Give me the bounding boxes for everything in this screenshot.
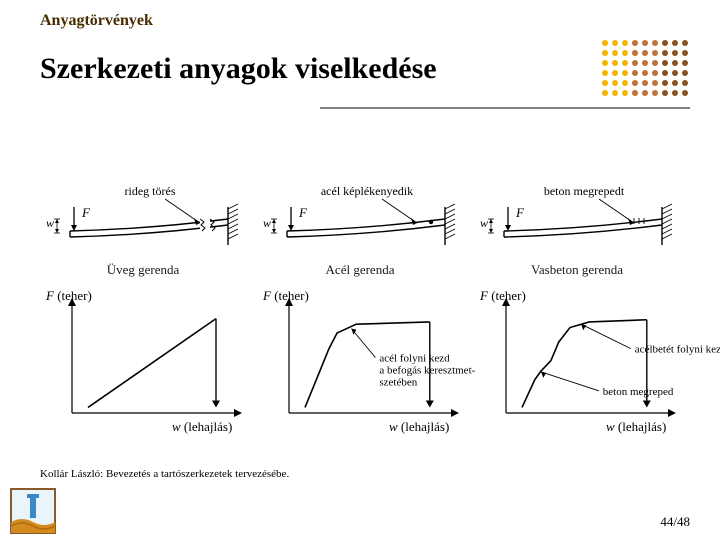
slide-title: Szerkezeti anyagok viselkedése bbox=[40, 52, 680, 86]
curve-panel-1: F (teher)w (lehajlás)acél folyni kezda b… bbox=[257, 286, 463, 446]
section-pretitle: Anyagtörvények bbox=[40, 12, 680, 30]
svg-text:F: F bbox=[298, 205, 308, 220]
beam-title-0: Üveg gerenda bbox=[40, 262, 246, 278]
beam-row: rideg törés w F Üveg gerenda acél képléken… bbox=[40, 185, 680, 280]
beam-panel-0: rideg törés w F Üveg gerenda bbox=[40, 185, 246, 280]
svg-text:w (lehajlás): w (lehajlás) bbox=[172, 419, 232, 434]
svg-text:acélbetét folyni kezd: acélbetét folyni kezd bbox=[635, 344, 720, 356]
svg-text:beton megrepedt: beton megrepedt bbox=[544, 184, 625, 198]
curve-svg-0: F (teher) w (lehajlás) bbox=[40, 286, 246, 441]
curve-panel-0: F (teher) w (lehajlás) bbox=[40, 286, 246, 446]
page-number: 44/48 bbox=[660, 514, 690, 530]
corner-logo bbox=[10, 488, 56, 534]
svg-text:a befogás keresztmet-: a befogás keresztmet- bbox=[379, 365, 475, 377]
beam-panel-2: beton megrepedt w F Vasbeton gerenda bbox=[474, 185, 680, 280]
curve-svg-2: F (teher)w (lehajlás)acélbetét folyni ke… bbox=[474, 286, 680, 441]
beam-title-1: Acél gerenda bbox=[257, 262, 463, 278]
beam-panel-1: acél képlékenyedik w F Acél gerenda bbox=[257, 185, 463, 280]
svg-text:w: w bbox=[46, 216, 54, 230]
svg-text:beton megreped: beton megreped bbox=[603, 386, 674, 398]
source-caption: Kollár László: Bevezetés a tartószerkeze… bbox=[40, 468, 289, 480]
svg-text:acél képlékenyedik: acél képlékenyedik bbox=[321, 184, 413, 198]
svg-text:szetében: szetében bbox=[379, 377, 417, 389]
curve-svg-1: F (teher)w (lehajlás)acél folyni kezda b… bbox=[257, 286, 463, 441]
diagram-block: rideg törés w F Üveg gerenda acél képléken… bbox=[40, 185, 680, 452]
curve-panel-2: F (teher)w (lehajlás)acélbetét folyni ke… bbox=[474, 286, 680, 446]
svg-text:w: w bbox=[480, 216, 488, 230]
svg-text:F (teher): F (teher) bbox=[262, 288, 309, 303]
svg-text:F (teher): F (teher) bbox=[479, 288, 526, 303]
beam-title-2: Vasbeton gerenda bbox=[474, 262, 680, 278]
svg-text:F (teher): F (teher) bbox=[45, 288, 92, 303]
decorative-dot-grid bbox=[600, 38, 690, 112]
curve-row: F (teher) w (lehajlás) F (teher) w (lehajl… bbox=[40, 286, 680, 446]
svg-text:w: w bbox=[263, 216, 271, 230]
beam-svg-2: beton megrepedt w F bbox=[474, 185, 680, 255]
beam-svg-1: acél képlékenyedik w F bbox=[257, 185, 463, 255]
svg-text:acél folyni kezd: acél folyni kezd bbox=[379, 353, 450, 365]
slide: Anyagtörvények Szerkezeti anyagok viselk… bbox=[0, 0, 720, 540]
svg-text:F: F bbox=[515, 205, 525, 220]
svg-text:rideg törés: rideg törés bbox=[125, 184, 176, 198]
svg-text:w (lehajlás): w (lehajlás) bbox=[606, 419, 666, 434]
svg-text:F: F bbox=[81, 205, 91, 220]
svg-text:w (lehajlás): w (lehajlás) bbox=[389, 419, 449, 434]
beam-svg-0: rideg törés w F bbox=[40, 185, 246, 255]
